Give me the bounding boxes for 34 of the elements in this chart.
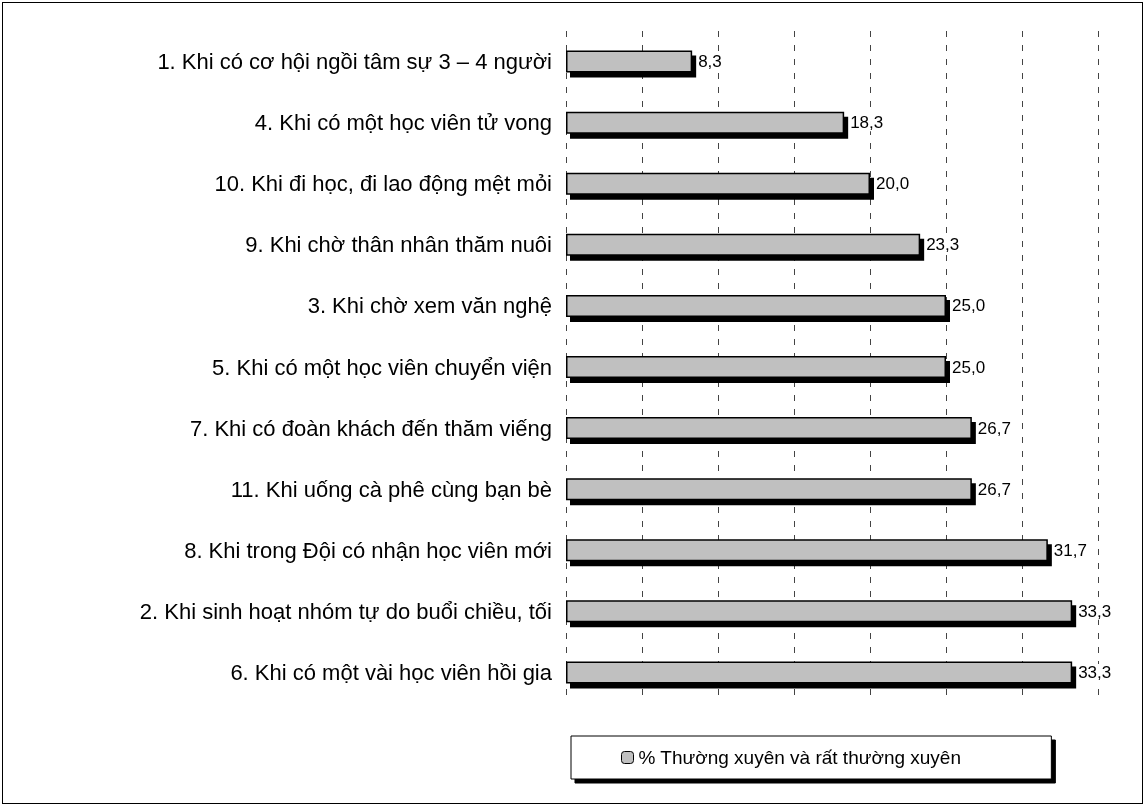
- y-tick-label: 10. Khi đi học, đi lao động mệt mỏi: [214, 171, 552, 197]
- data-label: 23,3: [926, 235, 960, 255]
- bar: [566, 417, 972, 440]
- data-label: 33,3: [1078, 662, 1112, 682]
- data-label: 8,3: [698, 52, 722, 72]
- data-label: 20,0: [876, 174, 910, 194]
- bar: [566, 50, 693, 73]
- y-tick-label: 7. Khi có đoàn khách đến thăm viếng: [189, 415, 552, 441]
- y-tick-label: 8. Khi trong Đội có nhận học viên mới: [184, 537, 552, 563]
- bar: [566, 661, 1073, 684]
- y-tick-label: 11. Khi uống cà phê cùng bạn bè: [230, 476, 552, 502]
- bar: [566, 539, 1048, 562]
- bar: [566, 356, 946, 378]
- y-tick-label: 3. Khi chờ xem văn nghệ: [307, 293, 552, 319]
- data-label: 18,3: [850, 113, 884, 133]
- bar: [566, 233, 921, 256]
- y-tick-label: 4. Khi có một học viên tử vong: [254, 110, 552, 136]
- bar: [566, 294, 946, 317]
- legend-label: % Thường xuyên và rất thường xuyên: [638, 747, 962, 768]
- data-label: 25,0: [952, 296, 986, 316]
- y-tick-label: 2. Khi sinh hoạt nhóm tự do buổi chiều, tối: [139, 598, 552, 624]
- data-label: 26,7: [977, 418, 1011, 438]
- bar: [566, 478, 972, 501]
- bar: [566, 172, 870, 195]
- y-tick-label: 6. Khi có một vài học viên hồi gia: [230, 659, 553, 685]
- y-tick-label: 9. Khi chờ thân nhân thăm nuôi: [245, 232, 552, 258]
- y-tick-label: 1. Khi có cơ hội ngồi tâm sự 3 – 4 người: [157, 49, 552, 75]
- data-label: 31,7: [1053, 540, 1087, 560]
- bar: [566, 111, 845, 134]
- data-label: 33,3: [1078, 601, 1112, 621]
- y-tick-label: 5. Khi có một học viên chuyển viện: [212, 354, 552, 380]
- data-label: 26,7: [977, 479, 1011, 499]
- data-label: 25,0: [952, 357, 986, 377]
- bar: [566, 600, 1073, 623]
